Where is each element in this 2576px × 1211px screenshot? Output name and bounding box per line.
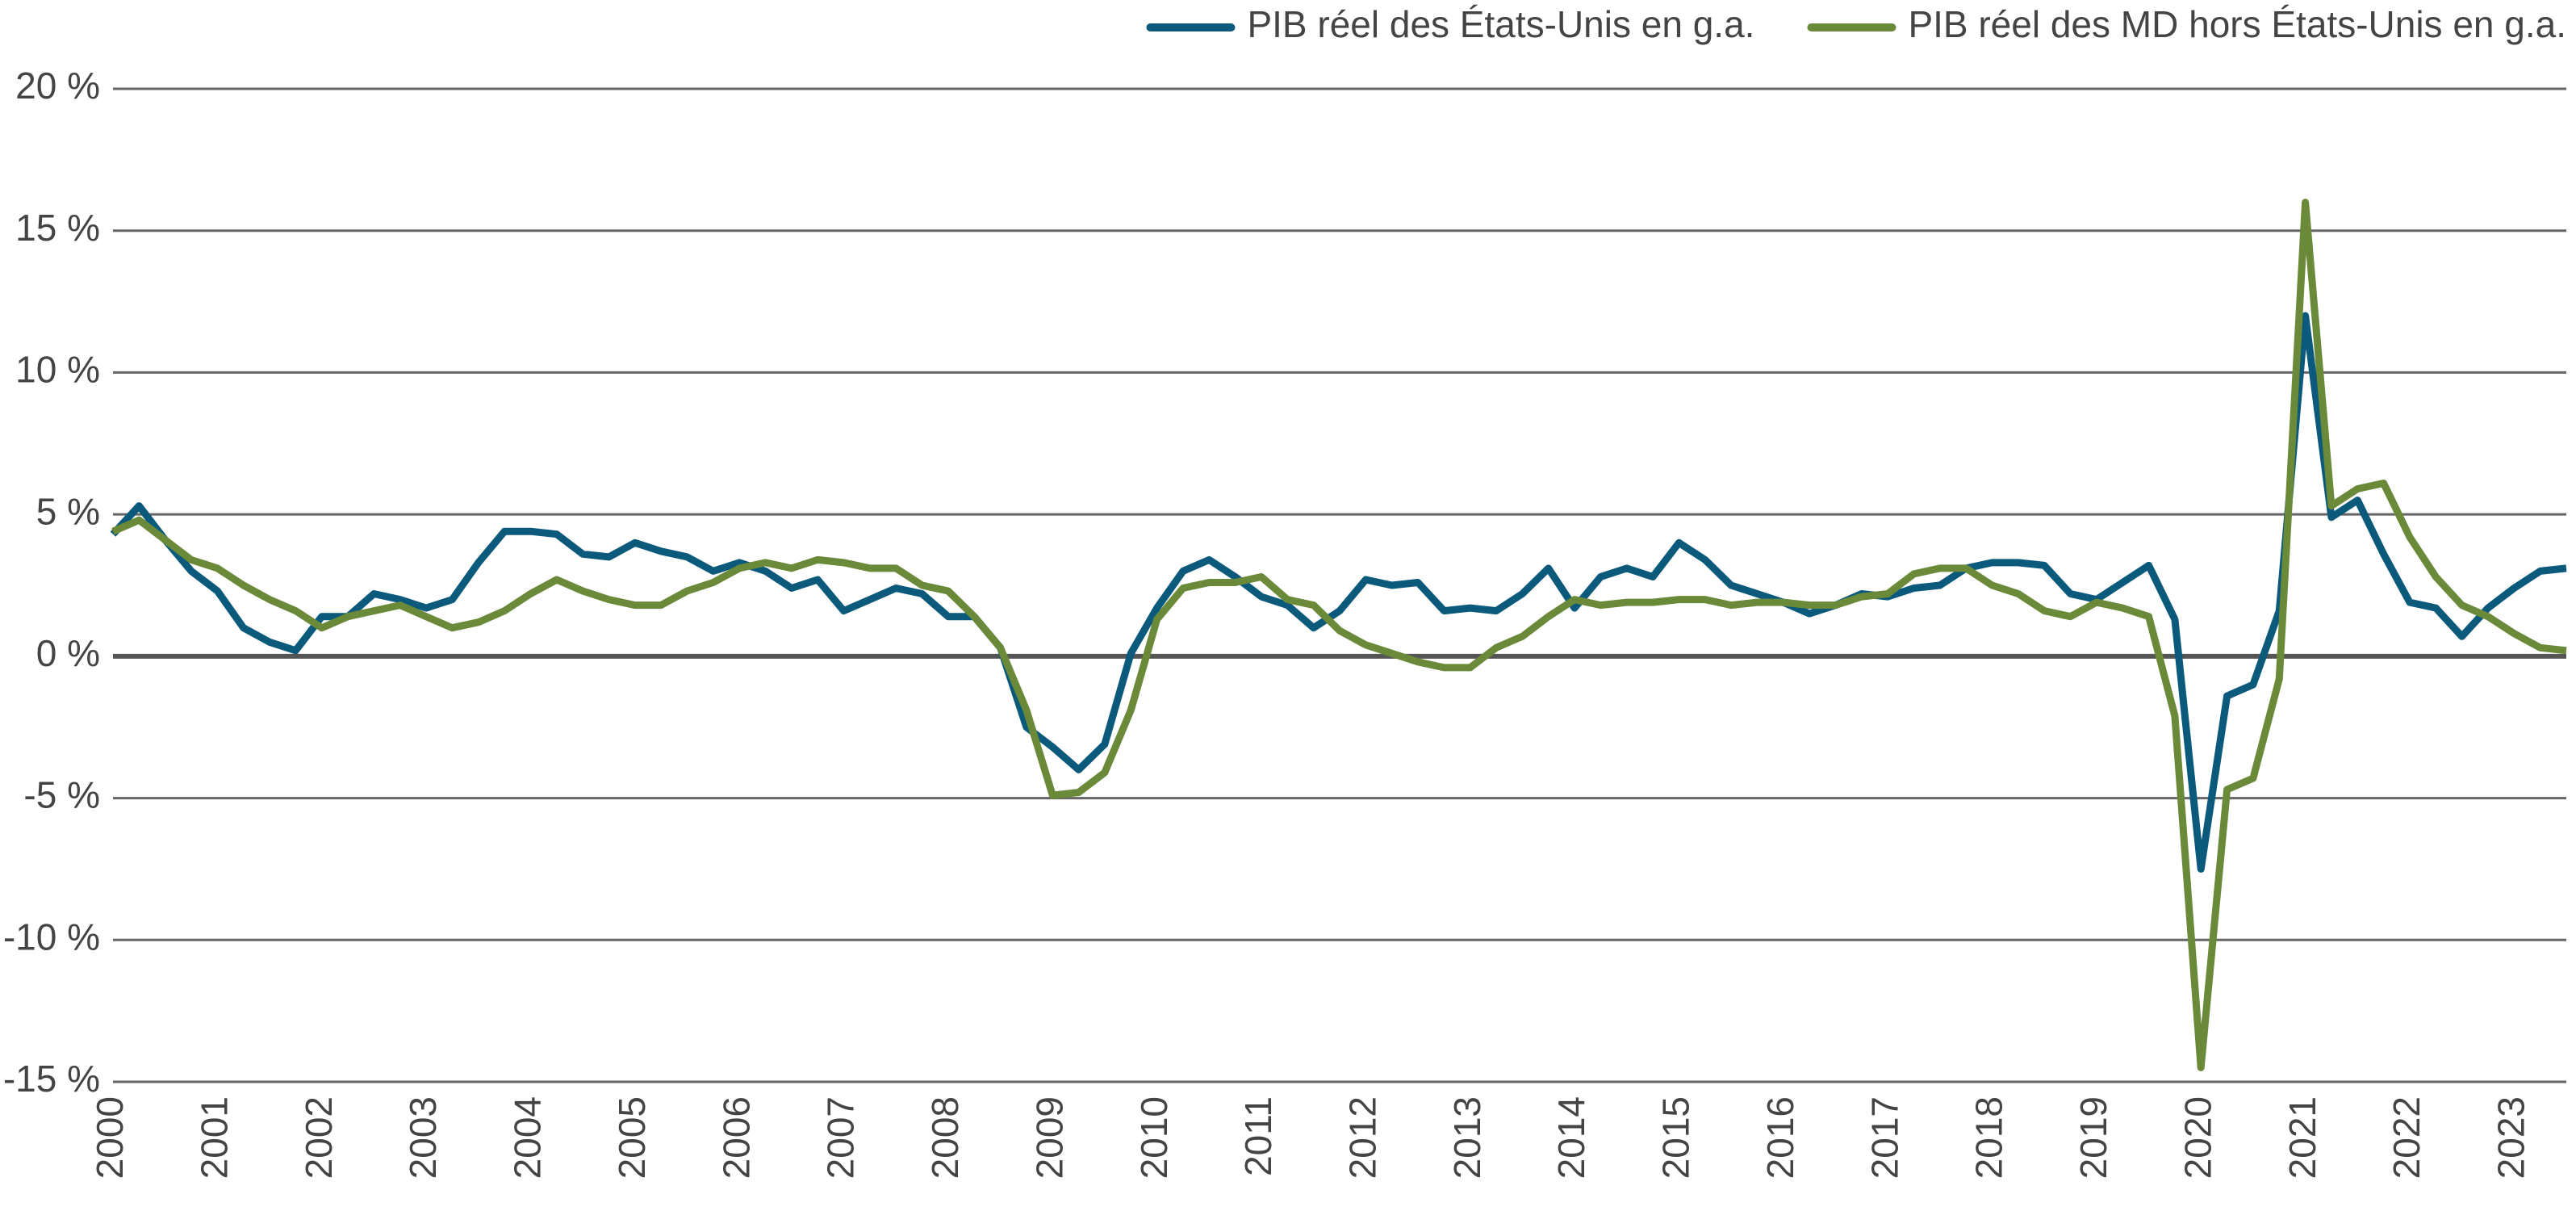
series-line xyxy=(110,312,2567,873)
y-tick-label: 20 % xyxy=(15,65,100,107)
legend-label: PIB réel des États-Unis en g.a. xyxy=(1247,3,1754,45)
x-tick-label: 2021 xyxy=(2281,1096,2323,1179)
y-tick-label: -15 % xyxy=(3,1058,100,1100)
x-tick-label: 2011 xyxy=(1237,1096,1279,1176)
x-tick-label: 2008 xyxy=(924,1096,966,1179)
y-tick-label: 5 % xyxy=(36,490,100,532)
x-tick-label: 2019 xyxy=(2072,1096,2114,1179)
x-tick-label: 2000 xyxy=(89,1096,131,1179)
x-tick-label: 2013 xyxy=(1446,1096,1488,1179)
x-tick-label: 2015 xyxy=(1655,1096,1697,1179)
x-tick-label: 2022 xyxy=(2386,1096,2428,1179)
y-tick-label: 10 % xyxy=(15,349,100,391)
series-line xyxy=(111,199,2567,1071)
x-tick-label: 2023 xyxy=(2490,1096,2532,1179)
y-tick-label: -5 % xyxy=(23,774,100,816)
x-tick-label: 2020 xyxy=(2177,1096,2218,1179)
legend-label: PIB réel des MD hors États-Unis en g.a. xyxy=(1908,3,2566,45)
x-tick-label: 2003 xyxy=(402,1096,444,1179)
y-tick-label: -10 % xyxy=(3,916,100,957)
x-tick-label: 2010 xyxy=(1133,1096,1175,1179)
x-tick-label: 2002 xyxy=(298,1096,340,1179)
x-tick-label: 2018 xyxy=(1968,1096,2010,1179)
legend-item: PIB réel des MD hors États-Unis en g.a. xyxy=(1807,3,2566,45)
x-tick-label: 2009 xyxy=(1028,1096,1070,1179)
x-tick-label: 2005 xyxy=(611,1096,653,1179)
x-tick-label: 2001 xyxy=(194,1096,236,1179)
x-tick-label: 2012 xyxy=(1341,1096,1383,1179)
x-tick-label: 2014 xyxy=(1550,1096,1592,1179)
x-tick-label: 2016 xyxy=(1759,1096,1801,1179)
legend-item: PIB réel des États-Unis en g.a. xyxy=(1146,3,1754,45)
x-tick-label: 2004 xyxy=(507,1096,549,1179)
x-tick-label: 2006 xyxy=(715,1096,757,1179)
y-tick-label: 0 % xyxy=(36,632,100,674)
y-tick-label: 15 % xyxy=(15,207,100,249)
x-tick-label: 2017 xyxy=(1863,1096,1905,1179)
x-tick-label: 2007 xyxy=(820,1096,862,1179)
